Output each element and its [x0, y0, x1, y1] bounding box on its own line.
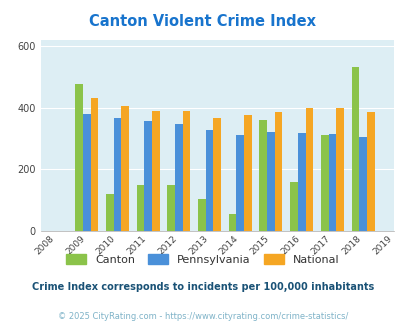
Bar [243, 115, 251, 231]
Bar [290, 182, 297, 231]
Bar [320, 135, 328, 231]
Bar [121, 106, 128, 231]
Bar [236, 135, 243, 231]
Bar [205, 130, 213, 231]
Bar [144, 121, 151, 231]
Bar [151, 111, 159, 231]
Bar [213, 118, 220, 231]
Bar [198, 199, 205, 231]
Bar [83, 114, 90, 231]
Bar [297, 133, 305, 231]
Bar [90, 98, 98, 231]
Bar [113, 118, 121, 231]
Text: Canton Violent Crime Index: Canton Violent Crime Index [89, 14, 316, 29]
Bar [106, 194, 113, 231]
Bar [259, 120, 266, 231]
Bar [167, 185, 175, 231]
Bar [358, 137, 366, 231]
Bar [175, 123, 182, 231]
Legend: Canton, Pennsylvania, National: Canton, Pennsylvania, National [62, 250, 343, 269]
Text: Crime Index corresponds to incidents per 100,000 inhabitants: Crime Index corresponds to incidents per… [32, 282, 373, 292]
Bar [228, 214, 236, 231]
Bar [328, 134, 335, 231]
Bar [266, 132, 274, 231]
Bar [136, 185, 144, 231]
Bar [335, 108, 343, 231]
Bar [182, 111, 190, 231]
Bar [351, 67, 358, 231]
Bar [305, 108, 312, 231]
Bar [274, 112, 282, 231]
Bar [75, 84, 83, 231]
Text: © 2025 CityRating.com - https://www.cityrating.com/crime-statistics/: © 2025 CityRating.com - https://www.city… [58, 312, 347, 321]
Bar [366, 112, 374, 231]
